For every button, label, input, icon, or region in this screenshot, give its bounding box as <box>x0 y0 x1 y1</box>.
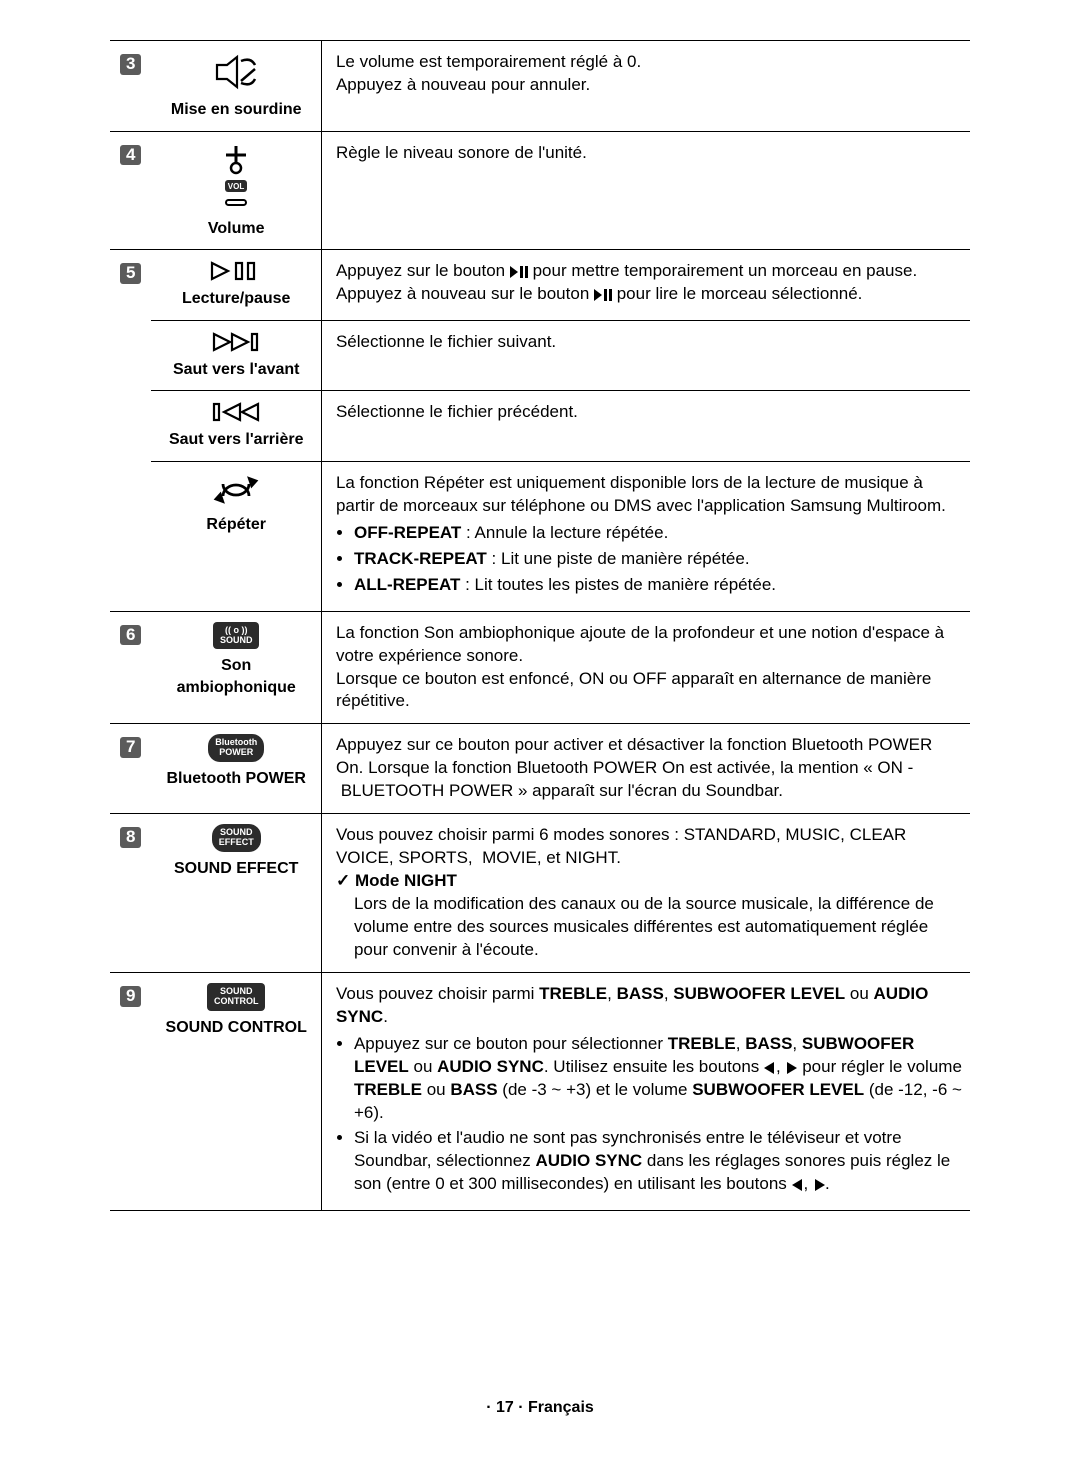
number-badge: 9 <box>120 986 141 1007</box>
icon-label: Son ambiophonique <box>161 655 311 698</box>
remote-key-icon: BluetoothPOWER <box>208 734 264 762</box>
description-cell: Appuyez sur ce bouton pour activer et dé… <box>321 724 970 814</box>
function-icon: VOL <box>161 142 311 212</box>
description-cell: Le volume est temporairement réglé à 0.A… <box>321 41 970 132</box>
remote-key-icon: SOUNDEFFECT <box>212 824 261 852</box>
number-badge: 4 <box>120 145 141 166</box>
number-badge: 6 <box>120 625 141 646</box>
row-number: 8 <box>110 814 151 973</box>
icon-cell: VOL Volume <box>151 131 321 250</box>
description-cell: Sélectionne le fichier suivant. <box>321 320 970 391</box>
description-cell: Appuyez sur le bouton pour mettre tempor… <box>321 250 970 321</box>
remote-key-icon: (( o ))SOUND <box>213 622 260 650</box>
number-badge: 8 <box>120 827 141 848</box>
icon-cell: BluetoothPOWER Bluetooth POWER <box>151 724 321 814</box>
icon-label: SOUND CONTROL <box>161 1017 311 1039</box>
icon-label: SOUND EFFECT <box>161 858 311 880</box>
description-cell: Vous pouvez choisir parmi TREBLE, BASS, … <box>321 972 970 1210</box>
row-number: 9 <box>110 972 151 1210</box>
icon-cell: Lecture/pause <box>151 250 321 321</box>
icon-cell: Mise en sourdine <box>151 41 321 132</box>
svg-text:VOL: VOL <box>228 182 245 191</box>
row-number <box>110 320 151 391</box>
function-icon <box>161 472 311 508</box>
remote-key-icon: SOUNDCONTROL <box>207 983 266 1011</box>
row-number <box>110 461 151 611</box>
description-cell: Vous pouvez choisir parmi 6 modes sonore… <box>321 814 970 973</box>
icon-label: Volume <box>161 218 311 240</box>
icon-cell: SOUNDEFFECT SOUND EFFECT <box>151 814 321 973</box>
function-icon <box>161 51 311 93</box>
description-cell: Règle le niveau sonore de l'unité. <box>321 131 970 250</box>
remote-functions-table: 3 Mise en sourdine Le volume est temporai… <box>110 40 970 1211</box>
description-cell: La fonction Son ambiophonique ajoute de … <box>321 611 970 724</box>
icon-cell: SOUNDCONTROL SOUND CONTROL <box>151 972 321 1210</box>
row-number: 4 <box>110 131 151 250</box>
function-icon <box>161 401 311 423</box>
icon-cell: Saut vers l'avant <box>151 320 321 391</box>
number-badge: 7 <box>120 737 141 758</box>
icon-label: Mise en sourdine <box>161 99 311 121</box>
row-number: 3 <box>110 41 151 132</box>
function-icon <box>161 331 311 353</box>
icon-cell: Répéter <box>151 461 321 611</box>
description-cell: Sélectionne le fichier précédent. <box>321 391 970 462</box>
row-number: 5 <box>110 250 151 321</box>
row-number <box>110 391 151 462</box>
icon-label: Saut vers l'avant <box>161 359 311 381</box>
icon-label: Bluetooth POWER <box>161 768 311 790</box>
description-cell: La fonction Répéter est uniquement dispo… <box>321 461 970 611</box>
page-footer: · 17 · Français <box>0 1397 1080 1419</box>
function-icon <box>161 260 311 282</box>
row-number: 6 <box>110 611 151 724</box>
number-badge: 5 <box>120 263 141 284</box>
row-number: 7 <box>110 724 151 814</box>
number-badge: 3 <box>120 54 141 75</box>
icon-label: Saut vers l'arrière <box>161 429 311 451</box>
icon-label: Lecture/pause <box>161 288 311 310</box>
icon-cell: Saut vers l'arrière <box>151 391 321 462</box>
icon-label: Répéter <box>161 514 311 536</box>
icon-cell: (( o ))SOUND Son ambiophonique <box>151 611 321 724</box>
